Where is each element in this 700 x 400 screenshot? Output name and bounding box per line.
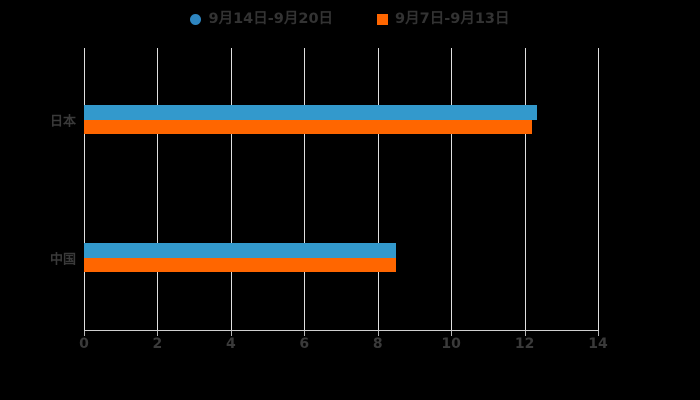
x-tick: [230, 331, 232, 336]
square-marker-icon: [377, 13, 389, 25]
gridline: [451, 48, 453, 330]
x-tick-label: 10: [441, 336, 461, 352]
x-tick: [451, 331, 453, 336]
x-tick: [84, 331, 85, 336]
gridline: [598, 48, 599, 330]
bar-japan-series2[interactable]: [84, 120, 532, 134]
x-tick-label: 8: [372, 336, 383, 352]
chart-legend: 9月14日-9月20日 9月7日-9月13日: [0, 6, 700, 32]
x-tick: [524, 331, 526, 336]
circle-marker-icon: [190, 13, 202, 25]
x-tick-label: 6: [299, 336, 310, 352]
x-tick-label: 4: [226, 336, 236, 352]
gridline: [157, 48, 159, 330]
gridline: [377, 48, 379, 330]
gridline: [304, 48, 306, 330]
legend-label: 9月14日-9月20日: [208, 10, 334, 27]
x-tick: [377, 331, 379, 336]
x-tick-label: 12: [514, 336, 535, 352]
x-tick: [157, 331, 159, 336]
gridline: [230, 48, 232, 330]
bar-china-series1[interactable]: [84, 243, 397, 258]
legend-entry[interactable]: 9月14日-9月20日: [190, 12, 333, 27]
x-tick: [304, 331, 306, 336]
x-tick-label: 2: [152, 336, 163, 352]
bar-japan-series1[interactable]: [84, 105, 538, 120]
x-tick: [598, 331, 599, 336]
category-label-china: 中国: [49, 252, 76, 268]
category-label-japan: 日本: [49, 114, 76, 130]
gridline: [524, 48, 526, 330]
plot-area: [84, 48, 599, 330]
legend-label: 9月7日-9月13日: [395, 10, 510, 27]
gridline: [84, 48, 85, 330]
x-tick-label: 14: [588, 336, 608, 352]
legend-entry[interactable]: 9月7日-9月13日: [377, 10, 510, 27]
bar-china-series2[interactable]: [84, 258, 397, 272]
x-tick-label: 0: [79, 336, 89, 352]
x-axis-line: [84, 330, 599, 331]
